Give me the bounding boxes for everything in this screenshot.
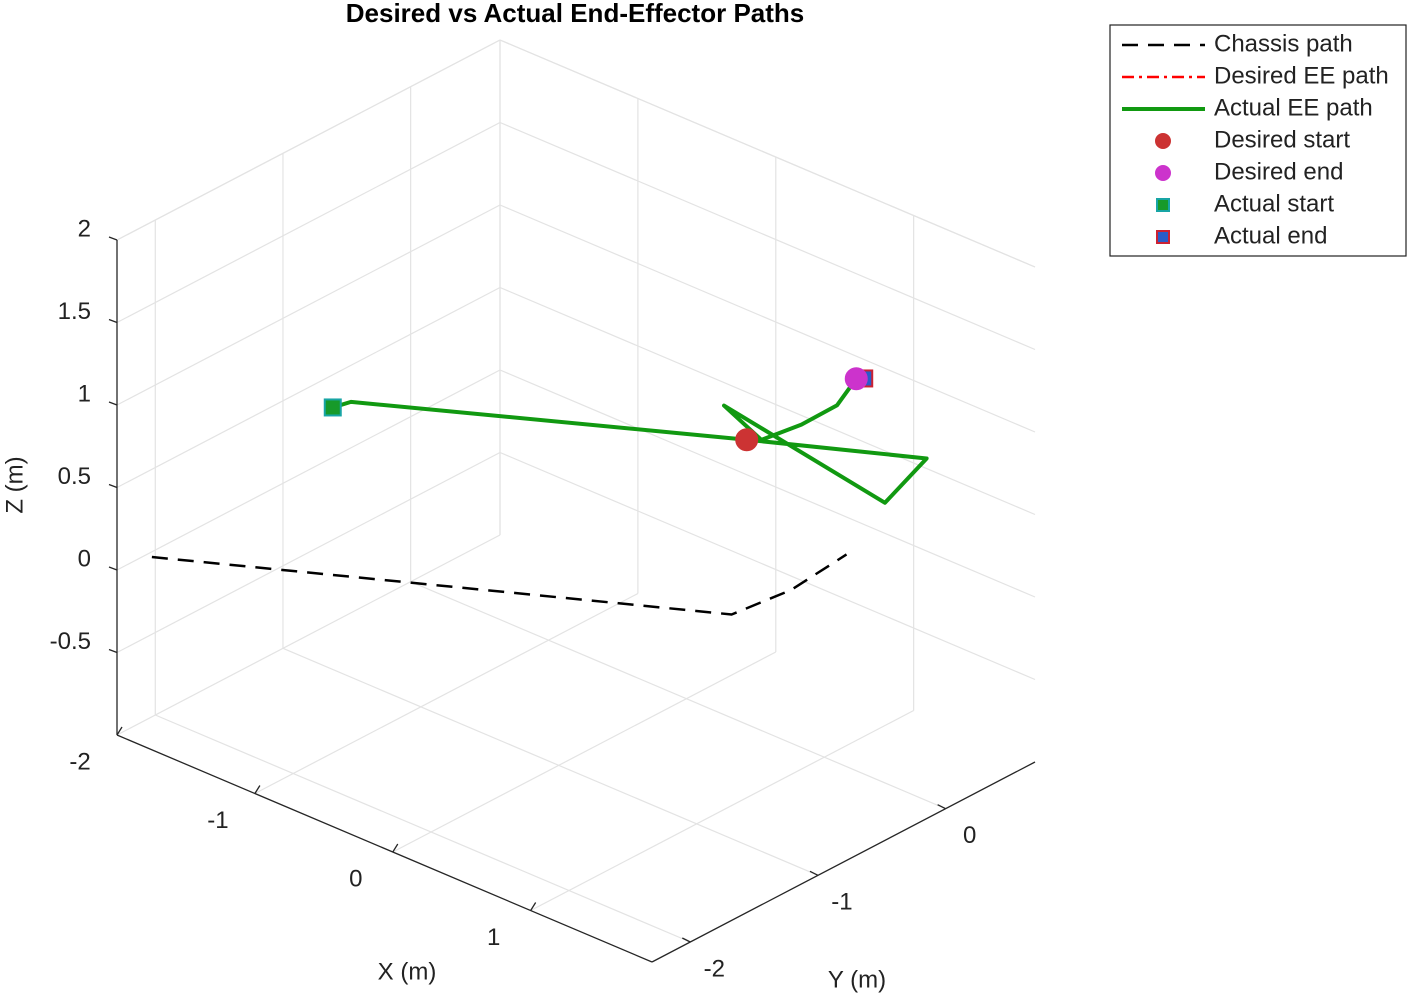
legend-marker xyxy=(1155,165,1171,181)
z-tick-label: 2 xyxy=(78,215,91,242)
grid-line xyxy=(499,286,1036,516)
grid-line xyxy=(499,451,1036,681)
y-tick xyxy=(937,804,946,810)
x-tick-label: -1 xyxy=(207,807,228,834)
x-axis xyxy=(116,734,653,963)
legend-label: Desired start xyxy=(1214,126,1350,153)
z-tick xyxy=(108,236,118,241)
grid-line xyxy=(410,581,946,810)
grid-line xyxy=(499,369,1036,598)
box-edge xyxy=(116,39,501,241)
z-tick xyxy=(108,318,118,324)
z-tick xyxy=(108,566,118,571)
series-line xyxy=(332,377,929,505)
marker xyxy=(735,428,759,452)
legend-marker xyxy=(1155,133,1171,149)
z-tick-label: -0.5 xyxy=(50,628,91,655)
grid-line xyxy=(499,121,1036,351)
z-tick xyxy=(108,648,118,654)
grid-line xyxy=(116,204,501,406)
marker xyxy=(844,367,868,391)
x-tick xyxy=(530,902,537,911)
grid-line xyxy=(116,369,501,571)
x-tick-label: 0 xyxy=(349,865,362,892)
grid-line xyxy=(282,647,819,876)
legend-marker xyxy=(1156,198,1170,212)
legend-label: Chassis path xyxy=(1214,30,1353,57)
legend-label: Desired end xyxy=(1214,158,1343,185)
y-tick xyxy=(809,870,819,876)
z-tick xyxy=(108,483,118,489)
grid-line xyxy=(116,534,501,736)
z-tick-label: 0.5 xyxy=(58,463,91,490)
box-edge xyxy=(499,39,1036,268)
z-tick-label: 0 xyxy=(78,545,91,572)
z-tick-label: 1.5 xyxy=(58,298,91,325)
x-tick-label: 1 xyxy=(487,924,500,951)
grid-line xyxy=(254,592,639,795)
series-line xyxy=(151,553,848,616)
x-axis-label: X (m) xyxy=(378,958,437,985)
x-tick xyxy=(254,785,261,794)
legend-label: Actual EE path xyxy=(1214,94,1373,121)
grid-line xyxy=(530,709,914,912)
chart-title: Desired vs Actual End-Effector Paths xyxy=(346,0,805,28)
y-tick-label: -1 xyxy=(831,889,852,916)
legend-label: Desired EE path xyxy=(1214,62,1389,89)
legend-label: Actual end xyxy=(1214,222,1327,249)
grid-line xyxy=(155,714,691,943)
z-axis-label: Z (m) xyxy=(1,456,28,513)
x-tick-label: -2 xyxy=(69,748,90,775)
y-axis xyxy=(651,761,1036,963)
legend-marker xyxy=(1156,230,1170,244)
grid-line xyxy=(392,651,777,853)
y-axis-label: Y (m) xyxy=(828,966,886,993)
y-tick-label: -2 xyxy=(704,955,725,982)
x-tick xyxy=(116,726,123,736)
grid-line xyxy=(499,204,1036,433)
y-tick-label: 0 xyxy=(963,822,976,849)
z-tick-label: 1 xyxy=(78,380,91,407)
marker xyxy=(323,398,342,417)
legend-label: Actual start xyxy=(1214,190,1334,217)
grid-line xyxy=(116,451,501,654)
grid-line xyxy=(116,121,501,324)
grid-line xyxy=(116,286,501,489)
z-tick xyxy=(108,401,118,406)
y-tick xyxy=(682,937,691,943)
x-tick xyxy=(392,843,399,853)
